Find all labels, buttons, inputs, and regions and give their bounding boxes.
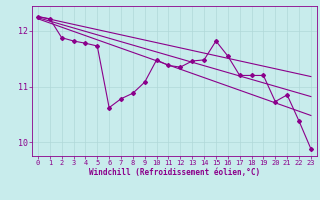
X-axis label: Windchill (Refroidissement éolien,°C): Windchill (Refroidissement éolien,°C) bbox=[89, 168, 260, 177]
